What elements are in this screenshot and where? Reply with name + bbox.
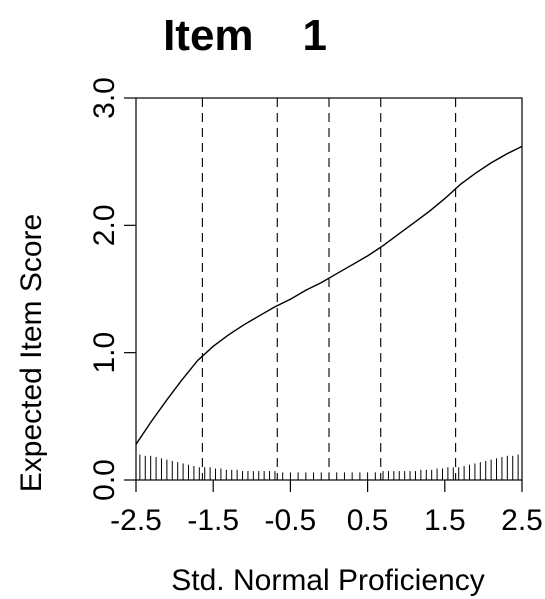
- plot-frame: [135, 97, 523, 481]
- y-tick-label-3: 3.0: [88, 77, 121, 119]
- y-tick-label-0: 0.0: [88, 459, 121, 501]
- y-tick-label-1: 1.0: [88, 332, 121, 374]
- y-tick-label-2: 2.0: [88, 204, 121, 246]
- plot-area: 0.0 1.0 2.0 3.0 -2.5 -1.5 -0.5 0.5 1.5 2.5: [88, 77, 543, 537]
- x-axis-label: Std. Normal Proficiency: [171, 564, 484, 597]
- series-line-0: [135, 145, 523, 445]
- x-tick-label-5: 2.5: [501, 504, 543, 537]
- x-tick-label-4: 1.5: [424, 504, 466, 537]
- x-tick-label-0: -2.5: [110, 504, 162, 537]
- chart-title: Item 1: [163, 11, 327, 60]
- x-tick-label-3: 0.5: [347, 504, 389, 537]
- x-tick-label-1: -1.5: [187, 504, 239, 537]
- y-axis-label: Expected Item Score: [15, 214, 48, 492]
- x-tick-label-2: -0.5: [265, 504, 317, 537]
